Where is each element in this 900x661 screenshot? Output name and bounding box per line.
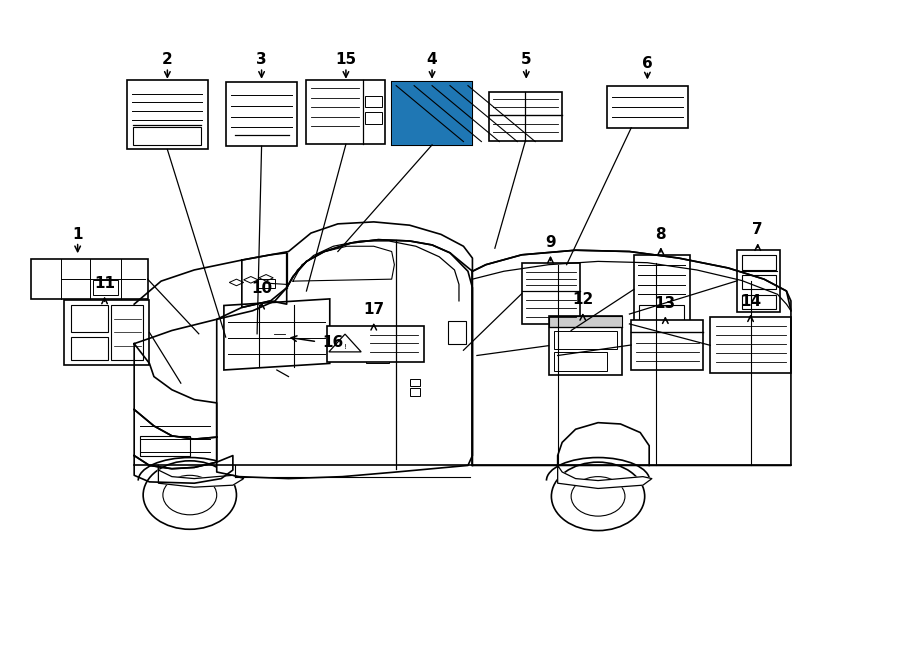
Bar bbox=[448, 321, 466, 344]
Bar bbox=[742, 275, 776, 289]
Text: 17: 17 bbox=[364, 302, 384, 317]
Bar bbox=[365, 354, 389, 364]
Bar bbox=[271, 345, 292, 364]
Bar bbox=[71, 305, 108, 332]
Text: 13: 13 bbox=[655, 295, 676, 311]
Text: !: ! bbox=[344, 344, 346, 350]
Text: 8: 8 bbox=[655, 227, 666, 242]
Bar bbox=[306, 81, 385, 144]
Polygon shape bbox=[158, 465, 244, 487]
Polygon shape bbox=[242, 222, 472, 307]
Bar bbox=[392, 83, 472, 145]
Polygon shape bbox=[224, 299, 329, 370]
Bar bbox=[111, 305, 143, 360]
Polygon shape bbox=[134, 253, 287, 344]
Bar bbox=[257, 278, 275, 288]
Polygon shape bbox=[472, 251, 791, 465]
Bar bbox=[410, 389, 420, 397]
Text: 1: 1 bbox=[72, 227, 83, 242]
Polygon shape bbox=[134, 455, 233, 483]
Bar bbox=[133, 127, 202, 145]
Text: 2: 2 bbox=[162, 52, 173, 67]
Bar bbox=[742, 254, 776, 270]
Text: 10: 10 bbox=[251, 282, 272, 296]
Bar bbox=[631, 320, 703, 370]
Bar bbox=[364, 96, 382, 107]
Bar bbox=[549, 316, 622, 375]
Bar bbox=[31, 259, 148, 299]
Text: 16: 16 bbox=[322, 335, 344, 350]
Bar bbox=[140, 436, 190, 455]
Text: 11: 11 bbox=[94, 276, 115, 291]
Bar bbox=[742, 295, 776, 309]
Bar bbox=[64, 300, 149, 365]
Polygon shape bbox=[134, 409, 217, 469]
Text: 3: 3 bbox=[256, 52, 267, 67]
Bar bbox=[549, 316, 622, 327]
Polygon shape bbox=[472, 251, 791, 465]
Bar bbox=[710, 317, 791, 373]
Text: 5: 5 bbox=[521, 52, 532, 67]
Polygon shape bbox=[558, 465, 652, 488]
Polygon shape bbox=[328, 334, 361, 352]
Text: 6: 6 bbox=[642, 56, 652, 71]
Bar bbox=[127, 81, 208, 149]
Bar bbox=[607, 87, 688, 128]
Bar bbox=[327, 326, 424, 362]
Bar bbox=[554, 330, 616, 348]
Bar bbox=[410, 379, 420, 387]
Bar bbox=[522, 263, 580, 324]
Bar bbox=[489, 92, 562, 141]
Bar bbox=[639, 305, 684, 320]
Text: 14: 14 bbox=[740, 293, 761, 309]
Text: 4: 4 bbox=[427, 52, 437, 67]
Text: 7: 7 bbox=[752, 222, 763, 237]
Bar bbox=[634, 254, 689, 324]
Bar bbox=[364, 112, 382, 124]
Bar bbox=[274, 330, 285, 345]
Bar bbox=[71, 337, 108, 360]
Text: 9: 9 bbox=[545, 235, 556, 251]
Polygon shape bbox=[217, 240, 472, 479]
Bar bbox=[93, 280, 118, 295]
Bar bbox=[392, 83, 472, 145]
Bar bbox=[226, 82, 298, 146]
Text: 15: 15 bbox=[336, 52, 356, 67]
Polygon shape bbox=[134, 344, 217, 439]
Text: 12: 12 bbox=[572, 292, 593, 307]
Bar bbox=[554, 352, 607, 371]
Bar bbox=[737, 250, 780, 312]
